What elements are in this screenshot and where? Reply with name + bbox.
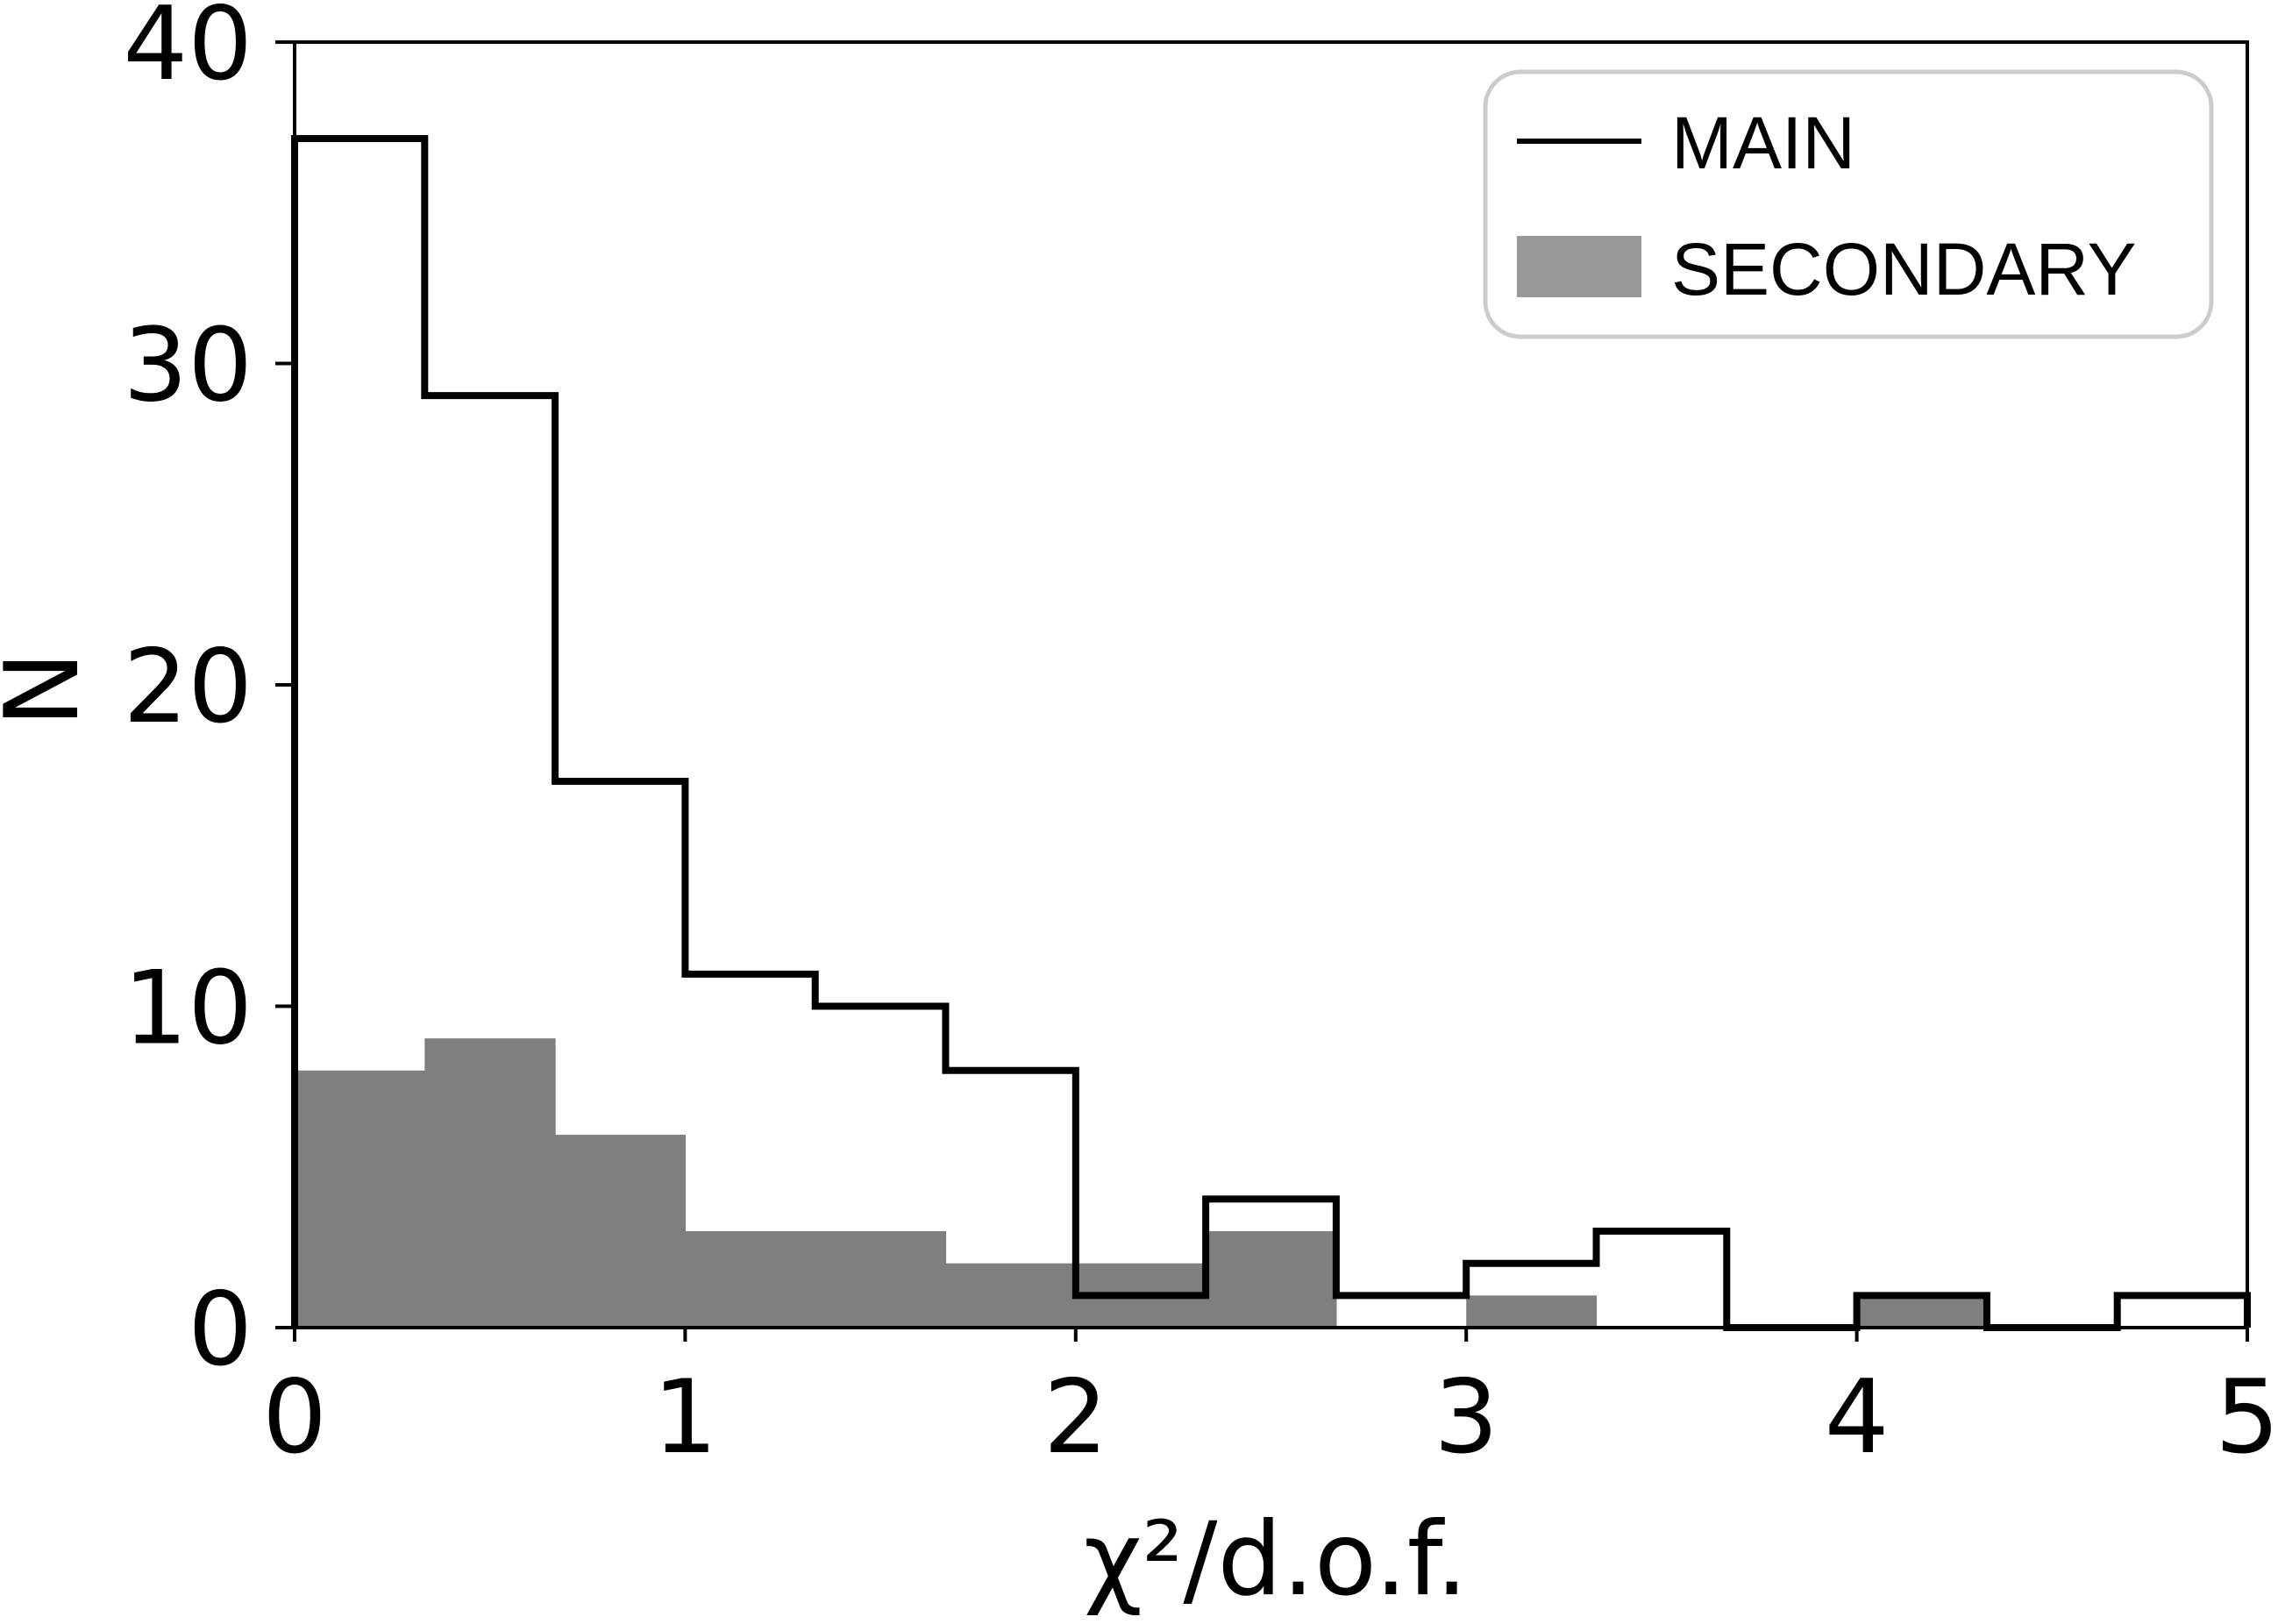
x-tick-label: 5 [2215,1358,2278,1477]
main-series [291,134,2251,1331]
secondary-bar [555,1135,686,1328]
x-tick-label: 2 [1043,1358,1108,1477]
secondary-bar [815,1231,947,1328]
secondary-bar [685,1231,816,1328]
axis-ticks [275,40,2249,1342]
y-tick-label: 20 [123,628,253,746]
y-tick-label: 30 [123,307,253,425]
y-tick-label: 40 [123,0,253,103]
x-axis-label: χ²/d.o.f. [1084,1500,1468,1619]
secondary-bar [945,1263,1077,1328]
x-tick-label: 1 [652,1358,717,1477]
legend-secondary-swatch [1517,236,1641,297]
secondary-bar [1466,1295,1598,1328]
x-tick-label: 4 [1825,1358,1890,1477]
secondary-bar [1206,1231,1337,1328]
secondary-bar [1856,1295,1988,1328]
legend: MAIN SECONDARY [1483,69,2214,339]
legend-main-label: MAIN [1671,102,1855,184]
y-tick-label: 10 [123,950,253,1068]
y-axis-label: N [0,652,102,728]
y-tick-label: 0 [188,1271,253,1389]
legend-frame [1483,69,2214,339]
tick-labels: 0 1 2 3 4 5 0 10 20 30 40 [123,0,2278,1477]
x-tick-label: 3 [1434,1358,1498,1477]
main-step-line [291,134,2251,1331]
secondary-bars [295,1038,1988,1328]
secondary-bar [424,1038,556,1328]
x-tick-label: 0 [262,1358,327,1477]
legend-secondary-label: SECONDARY [1671,228,2137,310]
secondary-bar [295,1070,425,1328]
